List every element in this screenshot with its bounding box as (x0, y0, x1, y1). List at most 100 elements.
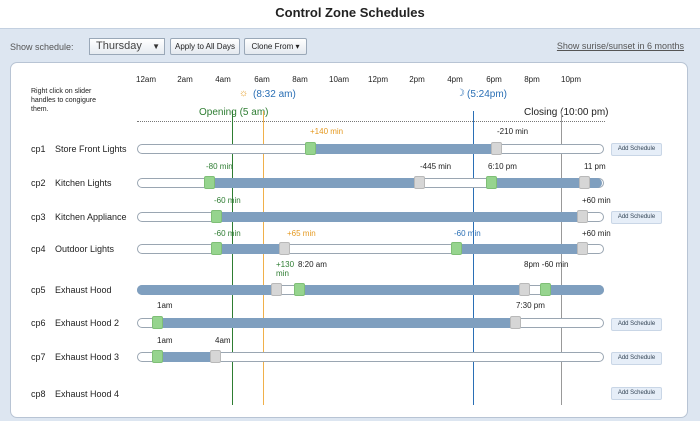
offset-label: 8pm -60 min (524, 260, 569, 269)
on-handle[interactable] (305, 142, 316, 155)
on-handle[interactable] (451, 242, 462, 255)
schedule-range[interactable] (157, 318, 515, 328)
moon-icon: ☽ (456, 88, 465, 99)
show-schedule-label: Show schedule: (10, 42, 74, 52)
schedule-track[interactable] (137, 352, 604, 362)
row-id: cp8 (31, 389, 46, 399)
row-name: Kitchen Lights (55, 178, 112, 188)
row-name: Exhaust Hood 2 (55, 318, 120, 328)
sunrise-sunset-link[interactable]: Show surise/sunset in 6 months (556, 41, 684, 51)
on-handle[interactable] (152, 316, 163, 329)
clone-from-label: Clone From (251, 42, 294, 51)
offset-label: +60 min (582, 196, 611, 205)
on-handle[interactable] (486, 176, 497, 189)
tick-label: 2am (177, 75, 193, 84)
day-select-value: Thursday (96, 40, 142, 52)
tick-label: 6am (254, 75, 270, 84)
offset-label: 1am (157, 336, 173, 345)
clone-from-button[interactable]: Clone From ▾ (244, 38, 307, 55)
offset-label: 8:20 am (298, 260, 327, 269)
schedule-range[interactable] (491, 178, 602, 188)
row-id: cp2 (31, 178, 46, 188)
add-schedule-button[interactable]: Add Schedule (611, 318, 662, 331)
sunrise-line (263, 111, 264, 405)
off-handle[interactable] (577, 242, 588, 255)
day-select[interactable]: Thursday ▼ (89, 38, 165, 55)
off-handle[interactable] (577, 210, 588, 223)
row-name: Store Front Lights (55, 144, 127, 154)
on-handle[interactable] (211, 210, 222, 223)
off-handle[interactable] (579, 176, 590, 189)
schedule-range[interactable] (216, 244, 284, 254)
row-name: Kitchen Appliance (55, 212, 127, 222)
tick-label: 2pm (409, 75, 425, 84)
schedule-range[interactable] (209, 178, 419, 188)
tick-label: 6pm (486, 75, 502, 84)
timeline-divider (137, 121, 605, 122)
add-schedule-button[interactable]: Add Schedule (611, 352, 662, 365)
row-id: cp5 (31, 285, 46, 295)
offset-label: +130 min (276, 260, 295, 278)
offset-label: -60 min (454, 229, 481, 238)
off-handle[interactable] (491, 142, 502, 155)
offset-label: 4am (215, 336, 231, 345)
offset-label: -210 min (497, 127, 529, 136)
schedule-range[interactable] (216, 212, 582, 222)
on-handle[interactable] (294, 283, 305, 296)
add-schedule-button[interactable]: Add Schedule (611, 211, 662, 224)
row-id: cp1 (31, 144, 46, 154)
offset-label: 11 pm (584, 162, 606, 171)
schedule-range[interactable] (456, 244, 582, 254)
offset-label: -80 min (206, 162, 233, 171)
offset-label: -60 min (214, 196, 241, 205)
off-handle[interactable] (279, 242, 290, 255)
offset-label: -445 min (420, 162, 452, 171)
tick-label: 8am (292, 75, 308, 84)
row-id: cp4 (31, 244, 46, 254)
add-schedule-button[interactable]: Add Schedule (611, 387, 662, 400)
sunset-line (473, 111, 474, 405)
row-name: Exhaust Hood 4 (55, 389, 120, 399)
sunset-time: (5:24pm) (467, 89, 508, 100)
offset-label: -60 min (214, 229, 241, 238)
sun-icon: ☼ (239, 88, 249, 99)
page-title: Control Zone Schedules (275, 5, 425, 20)
tick-label: 10pm (560, 75, 582, 84)
tick-label: 4pm (447, 75, 463, 84)
off-handle[interactable] (519, 283, 530, 296)
off-handle[interactable] (271, 283, 282, 296)
schedule-range[interactable] (299, 285, 520, 295)
off-handle[interactable] (510, 316, 521, 329)
row-name: Outdoor Lights (55, 244, 115, 254)
apply-to-all-days-button[interactable]: Apply to All Days (170, 38, 240, 55)
offset-label: 6:10 pm (488, 162, 517, 171)
row-name: Exhaust Hood (55, 285, 112, 295)
on-handle[interactable] (211, 242, 222, 255)
closing-time: Closing (10:00 pm) (524, 107, 609, 118)
tick-label: 10am (328, 75, 350, 84)
tick-label: 8pm (524, 75, 540, 84)
on-handle[interactable] (152, 350, 163, 363)
off-handle[interactable] (210, 350, 221, 363)
row-name: Exhaust Hood 3 (55, 352, 120, 362)
schedule-range[interactable] (310, 144, 496, 154)
schedule-range[interactable] (545, 285, 604, 295)
add-schedule-button[interactable]: Add Schedule (611, 143, 662, 156)
row-id: cp6 (31, 318, 46, 328)
schedule-range[interactable] (157, 352, 215, 362)
on-handle[interactable] (204, 176, 215, 189)
tick-label: 4am (215, 75, 231, 84)
offset-label: +65 min (287, 229, 316, 238)
schedule-range[interactable] (137, 285, 276, 295)
offset-label: +60 min (582, 229, 611, 238)
offset-label: +140 min (310, 127, 344, 136)
tick-label: 12am (135, 75, 157, 84)
chevron-down-icon: ▾ (295, 42, 300, 51)
sunrise-time: (8:32 am) (253, 89, 296, 100)
schedule-track[interactable] (137, 244, 604, 254)
row-id: cp7 (31, 352, 46, 362)
tick-label: 12pm (367, 75, 389, 84)
off-handle[interactable] (414, 176, 425, 189)
closing-line (561, 111, 562, 405)
on-handle[interactable] (540, 283, 551, 296)
